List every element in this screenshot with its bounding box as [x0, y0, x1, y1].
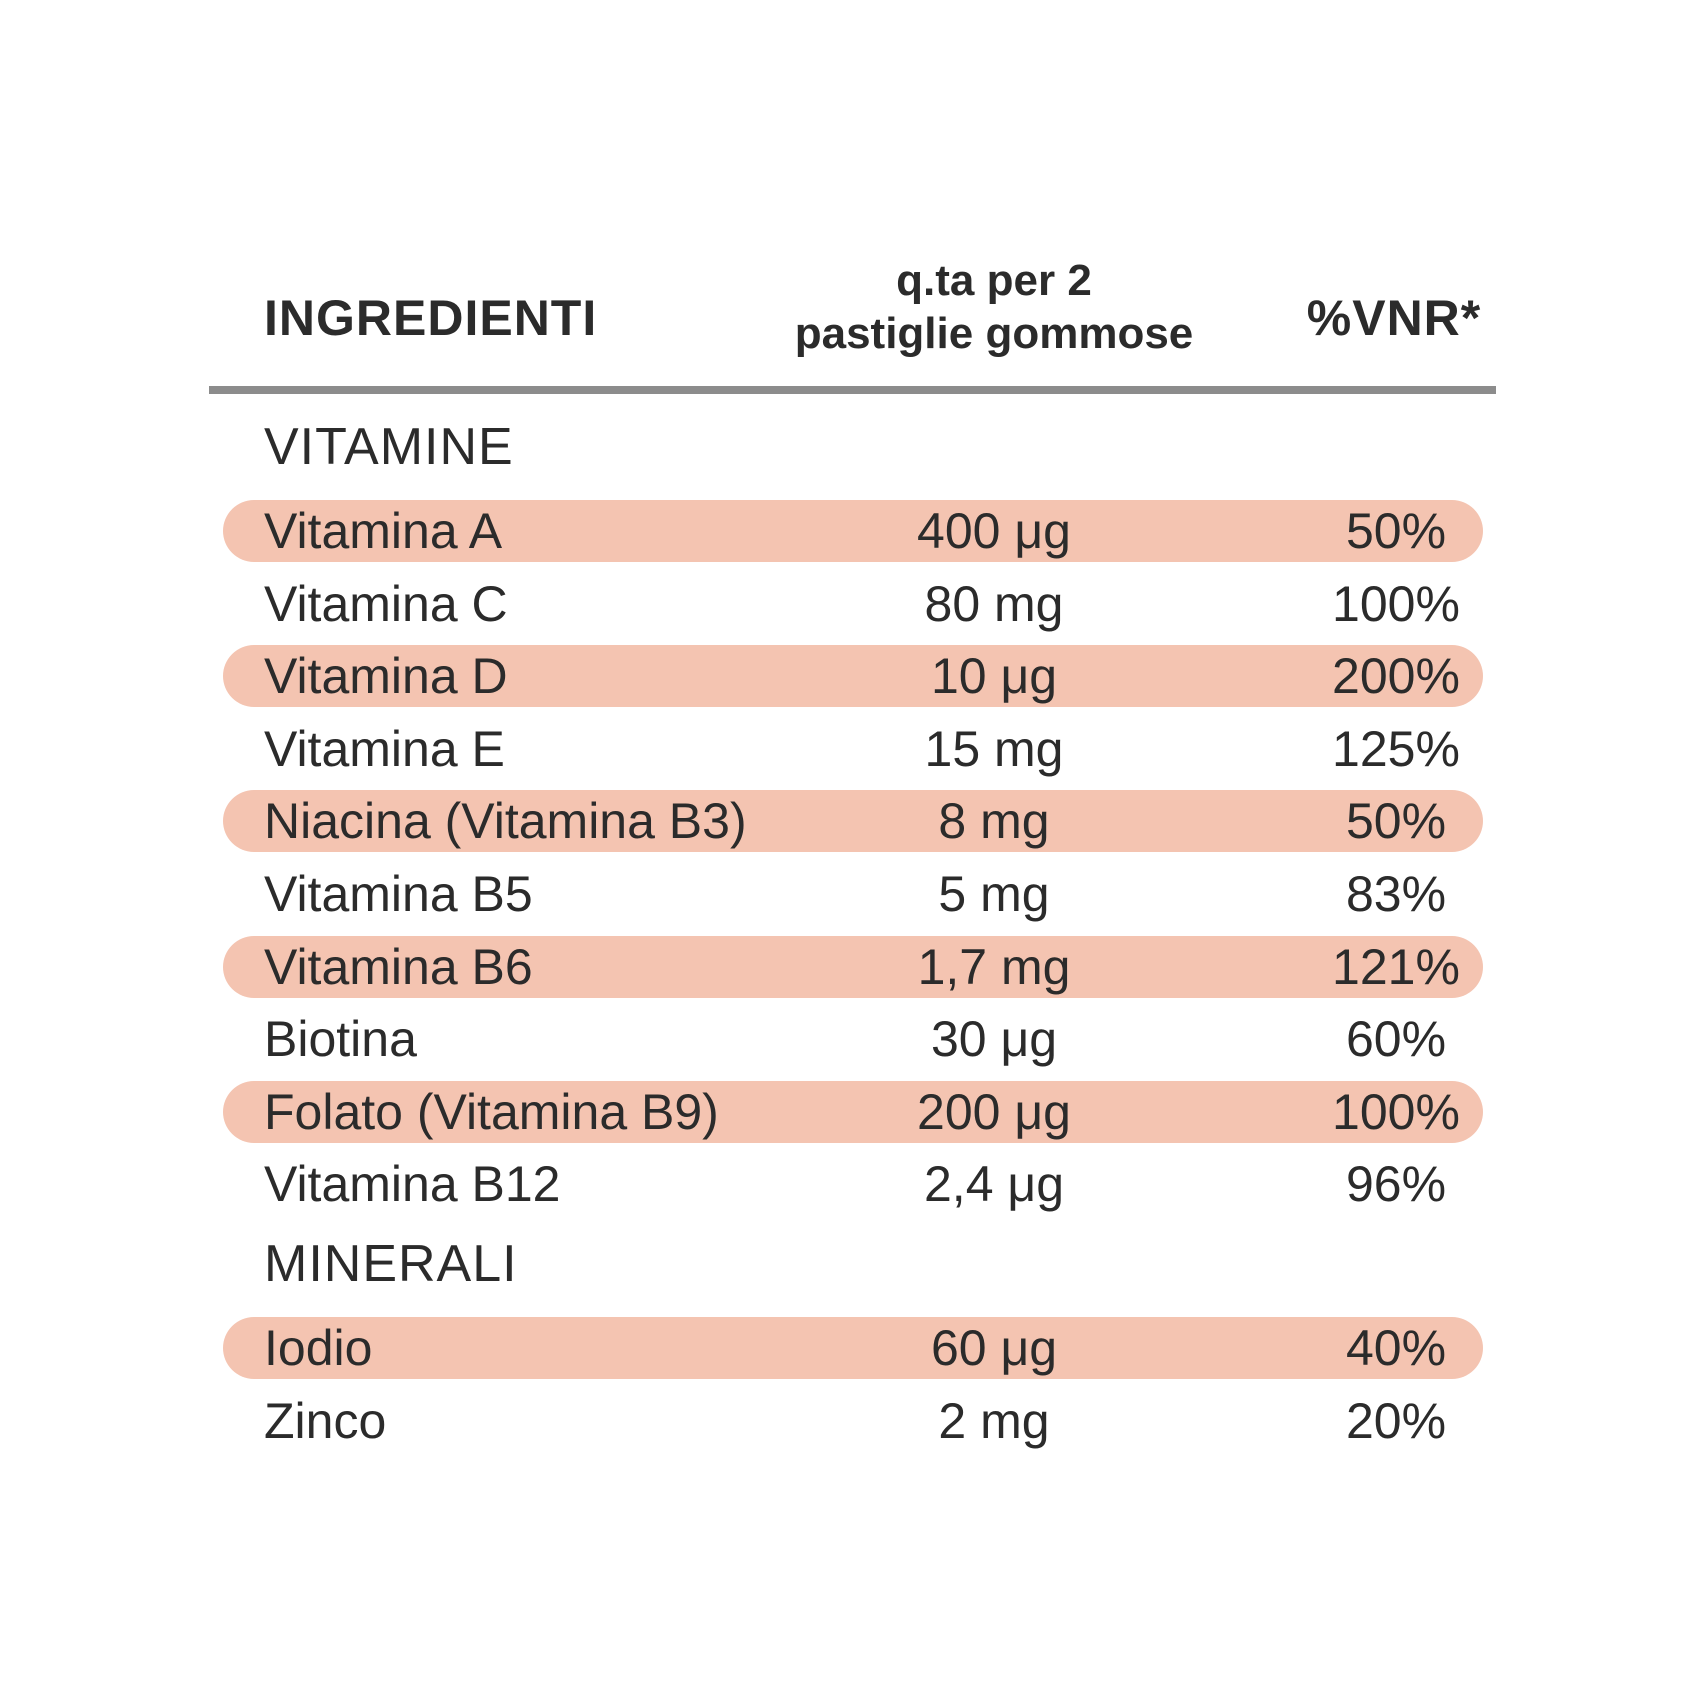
- header-vnr: %VNR*: [1306, 290, 1482, 346]
- ingredient-name: Vitamina A: [264, 503, 503, 559]
- ingredient-name: Folato (Vitamina B9): [264, 1083, 719, 1140]
- ingredient-name: Vitamina C: [264, 575, 508, 632]
- ingredient-vnr: 125%: [1332, 720, 1460, 777]
- header-quantity-line: pastiglie gommose: [794, 309, 1194, 358]
- ingredient-quantity: 200 μg: [917, 1083, 1071, 1140]
- ingredient-vnr: 96%: [1345, 1156, 1447, 1213]
- ingredient-name: Vitamina B5: [264, 866, 533, 922]
- ingredient-vnr: 100%: [1332, 575, 1460, 632]
- ingredient-vnr: 200%: [1332, 648, 1460, 705]
- ingredient-quantity: 5 mg: [938, 866, 1050, 922]
- ingredient-vnr: 121%: [1332, 938, 1460, 995]
- header-quantity: q.ta per 2 pastiglie gommose: [795, 255, 1194, 361]
- ingredient-quantity: 1,7 mg: [917, 938, 1071, 995]
- ingredient-name: Vitamina B6: [264, 938, 533, 995]
- ingredient-name: Iodio: [264, 1320, 373, 1377]
- row-highlight: [223, 790, 1483, 853]
- ingredient-name: Vitamina E: [264, 720, 505, 777]
- ingredient-quantity: 10 μg: [930, 648, 1058, 705]
- ingredient-vnr: 50%: [1345, 503, 1447, 559]
- header-rule: [209, 386, 1496, 394]
- ingredient-quantity: 15 mg: [924, 720, 1064, 777]
- ingredient-vnr: 50%: [1345, 793, 1447, 850]
- ingredient-vnr: 40%: [1345, 1320, 1447, 1377]
- row-highlight: [223, 1080, 1483, 1143]
- row-highlight: [223, 645, 1483, 708]
- ingredient-name: Niacina (Vitamina B3): [264, 793, 747, 850]
- ingredient-name: Biotina: [264, 1011, 417, 1068]
- ingredient-name: Zinco: [264, 1393, 387, 1449]
- ingredient-quantity: 2 mg: [938, 1393, 1050, 1449]
- ingredient-quantity: 30 μg: [930, 1011, 1058, 1068]
- ingredient-name: Vitamina B12: [264, 1156, 561, 1213]
- header-ingredients: INGREDIENTI: [264, 290, 598, 346]
- ingredient-name: Vitamina D: [264, 648, 508, 705]
- ingredient-quantity: 2,4 μg: [923, 1156, 1065, 1213]
- ingredient-quantity: 80 mg: [924, 575, 1064, 632]
- section-title: MINERALI: [264, 1235, 518, 1294]
- header-quantity-line: q.ta per 2: [896, 256, 1092, 306]
- ingredient-quantity: 60 μg: [930, 1320, 1058, 1377]
- ingredient-quantity: 8 mg: [938, 793, 1050, 850]
- ingredient-quantity: 400 μg: [917, 503, 1071, 559]
- row-highlight: [223, 935, 1483, 998]
- ingredient-vnr: 100%: [1332, 1083, 1460, 1140]
- ingredient-vnr: 83%: [1345, 866, 1447, 922]
- row-highlight: [223, 500, 1483, 562]
- row-highlight: [223, 1317, 1483, 1380]
- section-title: VITAMINE: [264, 418, 514, 476]
- ingredient-vnr: 20%: [1345, 1393, 1447, 1449]
- ingredient-vnr: 60%: [1345, 1011, 1447, 1068]
